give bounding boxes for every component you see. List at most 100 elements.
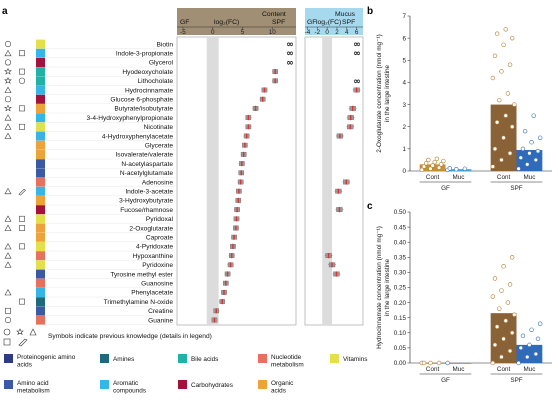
panel-c-chart: 0.00 0.05 0.10 0.15 0.20 0.25 0.30 0.35 0.40 0.45… [376,209,552,384]
data-point [537,321,543,326]
data-point [527,151,532,156]
data-point [503,318,508,323]
mucus-tick-label: -2 [314,29,320,36]
mucus-point [337,188,340,194]
metabolite-row: Guanine [4,315,218,325]
category-color-cell [36,58,45,67]
data-point [438,162,444,167]
data-point [494,324,500,329]
knowledge-square-icon [19,105,25,112]
category-color-cell [36,122,45,132]
content-axis-label: log₂(FC) [214,19,239,26]
mucus-point [350,115,352,121]
mucus-axis-label: log₂(FC) [316,19,341,26]
category-color-cell [36,242,45,251]
data-point [490,360,496,366]
content-point [274,69,276,75]
data-point [512,312,517,317]
metabolite-label: Caproate [146,235,173,242]
bar [419,164,446,171]
bar-label: Cont [426,366,440,373]
content-point [237,197,239,203]
content-point [261,96,264,102]
legend-item: Bile acids [178,354,218,363]
panel-b-letter: b [367,6,373,17]
content-point [247,124,250,130]
metabolite-row: 4-Pyridoxate [4,242,236,252]
metabolite-row: Creatine [5,306,220,316]
content-point [229,262,232,268]
metabolite-label: Butyrate/isobutyrate [114,106,173,113]
metabolite-row: 2-Oxoglutarate [4,223,239,233]
mucus-plot-frame [304,36,364,326]
bar [516,149,543,171]
category-color-cell [36,104,45,113]
data-point [507,348,513,354]
mucus-point [355,87,358,93]
group-label: SPF [510,377,522,384]
data-point [454,167,459,172]
content-plot-frame [176,36,297,326]
data-point [462,166,468,171]
category-color-cell [36,297,45,307]
metabolite-row: Pyridoxine [4,260,337,270]
bar [516,344,543,363]
y-tick-label: 0.05 [394,345,407,352]
bar-label: Cont [426,174,440,181]
knowledge-triangle-icon [4,261,12,268]
data-point [501,264,506,269]
knowledge-pencil-icon [18,188,26,196]
data-point [525,354,530,360]
data-point [430,163,435,168]
y-tick-label: 4 [402,80,406,87]
knowledge-circle-icon [4,316,12,324]
metabolite-row: Hyodeoxycholate [4,67,279,77]
content-point [238,188,240,194]
mucus-point [331,262,333,268]
metabolite-label: Hypoxanthine [133,253,174,260]
knowledge-square-icon [19,225,25,231]
mucus-point [349,124,351,130]
content-point [236,207,238,213]
data-point [527,342,532,348]
data-point [421,360,427,366]
mucus-tick-label: 2 [335,29,339,36]
y-tick-label: 0.25 [394,285,407,292]
legend-label-line: acids [17,362,32,369]
metabolite-row: Guanosine [36,278,229,288]
category-color-cell [36,67,45,77]
content-point [225,280,227,286]
data-point [499,157,504,163]
knowledge-triangle-icon [4,49,12,57]
mucus-gf-label: GF [307,19,316,26]
metabolite-row: Adenosine [36,177,351,187]
data-point [428,360,433,366]
data-point [447,166,453,171]
y-axis-label-line: 2-Oxoglutarate concentration (nmol mg⁻¹) [376,34,383,152]
knowledge-star-icon [4,77,12,84]
legend-label-line: Aromatic [113,380,139,387]
knowledge-square-icon [19,243,25,250]
data-point [505,91,511,96]
y-axis-label-line: in the large intestine [384,64,391,122]
data-point [499,69,504,74]
metabolite-row: N-acetylglutamate [36,168,245,178]
legend-swatch [330,354,339,363]
category-color-cell [36,306,45,316]
y-axis-label: Hydrocinnamate concentration (nmol mg⁻¹)… [376,226,391,349]
metabolite-label: Pyridoxal [146,216,174,223]
data-point [522,128,528,134]
symbol-note: Symbols indicate previous knowledge (det… [3,328,212,347]
knowledge-star-icon [4,104,12,112]
category-color-cell [36,278,45,288]
triangle-symbol-icon [29,328,37,336]
knowledge-square-icon [19,123,25,130]
legend-item: Organic acids [258,380,294,395]
category-color-cell [36,159,45,169]
data-point [535,148,541,154]
metabolite-label: Guanine [148,317,173,324]
metabolite-label: Hyodeoxycholate [122,69,173,76]
category-color-cell [36,168,45,178]
symbol-note-text: Symbols indicate previous knowledge (det… [48,333,212,340]
content-point [239,179,242,185]
